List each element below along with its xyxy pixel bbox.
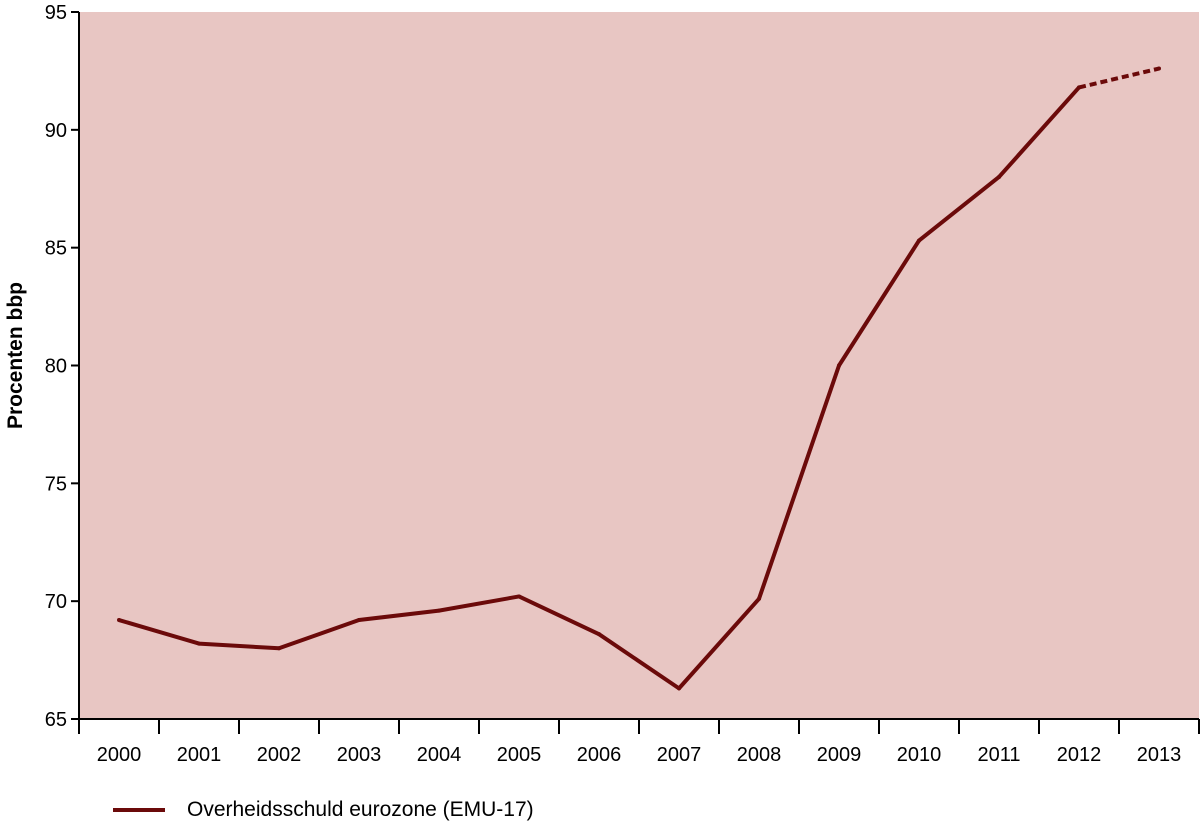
data-point bbox=[1157, 66, 1161, 71]
x-axis: 2000 2001 2002 2003 2004 2005 2006 2007 2008 2009… bbox=[78, 718, 1200, 766]
data-point bbox=[197, 641, 201, 646]
y-tick-label: 70 bbox=[45, 591, 67, 613]
legend-swatch bbox=[113, 808, 165, 812]
data-point bbox=[597, 632, 601, 637]
x-tick-label: 2004 bbox=[417, 744, 462, 766]
data-point bbox=[357, 618, 361, 623]
x-tick-label: 2000 bbox=[97, 744, 142, 766]
data-point bbox=[437, 608, 441, 613]
y-axis-label: Procenten bbp bbox=[4, 282, 27, 429]
x-tick-label: 2010 bbox=[897, 744, 942, 766]
data-point bbox=[117, 618, 121, 623]
x-tick-label: 2007 bbox=[657, 744, 702, 766]
x-tick-label: 2003 bbox=[337, 744, 382, 766]
x-tick-label: 2009 bbox=[817, 744, 862, 766]
legend-label: Overheidsschuld eurozone (EMU-17) bbox=[187, 798, 534, 821]
series-line-forecast bbox=[1078, 66, 1160, 90]
data-point bbox=[757, 596, 761, 601]
y-tick-label: 75 bbox=[45, 473, 67, 495]
data-point bbox=[277, 646, 281, 651]
x-tick-label: 2002 bbox=[257, 744, 302, 766]
y-tick-label: 90 bbox=[45, 120, 67, 142]
y-tick-label: 85 bbox=[45, 238, 67, 260]
x-tick-label: 2001 bbox=[177, 744, 222, 766]
data-point bbox=[917, 238, 921, 243]
x-tick-label: 2012 bbox=[1057, 744, 1102, 766]
y-tick-label: 65 bbox=[45, 709, 67, 731]
data-point bbox=[997, 174, 1001, 179]
x-tick-label: 2008 bbox=[737, 744, 782, 766]
x-tick-label: 2006 bbox=[577, 744, 622, 766]
data-point bbox=[837, 363, 841, 368]
x-tick-label: 2011 bbox=[977, 744, 1020, 766]
y-axis: 65 70 75 80 85 90 95 bbox=[45, 2, 80, 731]
plot-area bbox=[79, 12, 1199, 719]
data-point bbox=[1077, 85, 1081, 90]
y-tick-label: 95 bbox=[45, 2, 67, 24]
data-point bbox=[517, 594, 521, 599]
y-tick-label: 80 bbox=[45, 356, 67, 378]
x-tick-label: 2013 bbox=[1137, 744, 1182, 766]
series-layer bbox=[117, 66, 1161, 691]
data-point bbox=[677, 686, 681, 691]
legend: Overheidsschuld eurozone (EMU-17) bbox=[113, 798, 534, 822]
x-tick-label: 2005 bbox=[497, 744, 542, 766]
